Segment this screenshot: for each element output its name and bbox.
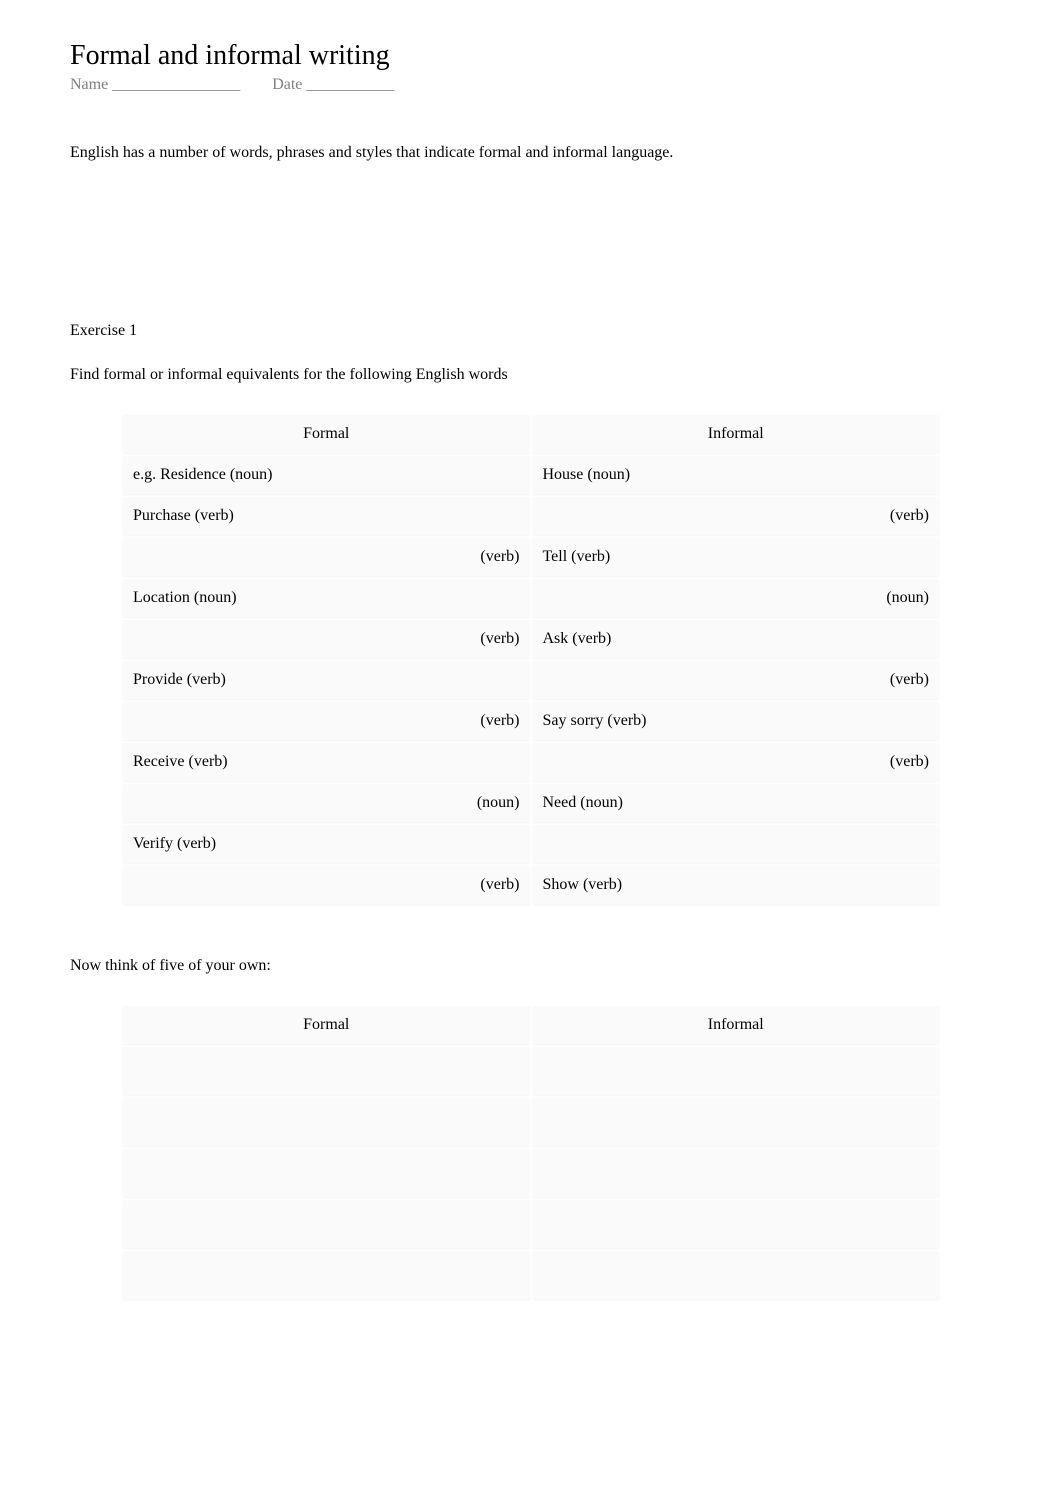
table1-cell-formal: Provide (verb) [123,661,530,699]
table2-cell-informal [533,1098,940,1146]
table1-cell-informal: (verb) [533,743,940,781]
table2-cell-informal [533,1251,940,1299]
table2-cell-formal [123,1047,530,1095]
table1-cell-formal: (verb) [123,702,530,740]
table1-wrap: FormalInformale.g. Residence (noun)House… [70,412,992,907]
table-row: (verb)Tell (verb) [123,538,939,576]
table-row: (verb)Show (verb) [123,866,939,904]
table-row: Purchase (verb)(verb) [123,497,939,535]
table1: FormalInformale.g. Residence (noun)House… [120,412,942,907]
table-row [123,1251,939,1299]
table2-cell-formal [123,1200,530,1248]
table1-cell-informal: (verb) [533,497,940,535]
table1-cell-informal: Show (verb) [533,866,940,904]
table-row: e.g. Residence (noun)House (noun) [123,456,939,494]
table1-cell-informal: House (noun) [533,456,940,494]
table-row: Provide (verb)(verb) [123,661,939,699]
table1-cell-informal: Tell (verb) [533,538,940,576]
table-row: (verb)Say sorry (verb) [123,702,939,740]
table1-cell-formal: e.g. Residence (noun) [123,456,530,494]
table1-header-formal: Formal [123,415,530,453]
table-row: Verify (verb) [123,825,939,863]
exercise-heading: Exercise 1 [70,322,992,340]
date-label: Date ___________ [272,76,394,93]
table1-cell-formal: Verify (verb) [123,825,530,863]
table1-cell-formal: Receive (verb) [123,743,530,781]
table-row: (noun)Need (noun) [123,784,939,822]
table-row [123,1098,939,1146]
table-row [123,1200,939,1248]
meta-line: Name ________________ Date ___________ [70,76,992,94]
intro-text: English has a number of words, phrases a… [70,144,992,162]
table1-cell-formal: (verb) [123,866,530,904]
table-row: Location (noun)(noun) [123,579,939,617]
table2: FormalInformal [120,1003,942,1302]
table1-cell-formal: Location (noun) [123,579,530,617]
table2-wrap: FormalInformal [70,1003,992,1302]
table1-cell-informal: Need (noun) [533,784,940,822]
table2-cell-informal [533,1149,940,1197]
table1-header-informal: Informal [533,415,940,453]
table1-cell-formal: (noun) [123,784,530,822]
own-heading: Now think of five of your own: [70,957,992,975]
table2-cell-informal [533,1047,940,1095]
table-row: Receive (verb)(verb) [123,743,939,781]
table2-cell-formal [123,1149,530,1197]
table2-cell-formal [123,1251,530,1299]
table1-cell-informal: Say sorry (verb) [533,702,940,740]
table1-cell-formal: (verb) [123,620,530,658]
table2-header-formal: Formal [123,1006,530,1044]
table1-cell-formal: (verb) [123,538,530,576]
table1-cell-informal: (noun) [533,579,940,617]
table1-cell-informal: (verb) [533,661,940,699]
page-title: Formal and informal writing [70,40,992,72]
table-row [123,1149,939,1197]
exercise-instruction: Find formal or informal equivalents for … [70,366,992,384]
table-row: (verb)Ask (verb) [123,620,939,658]
table1-cell-formal: Purchase (verb) [123,497,530,535]
table1-cell-informal: Ask (verb) [533,620,940,658]
table1-cell-informal [533,825,940,863]
table-row [123,1047,939,1095]
table2-header-informal: Informal [533,1006,940,1044]
table2-cell-formal [123,1098,530,1146]
table2-cell-informal [533,1200,940,1248]
name-label: Name ________________ [70,76,240,93]
